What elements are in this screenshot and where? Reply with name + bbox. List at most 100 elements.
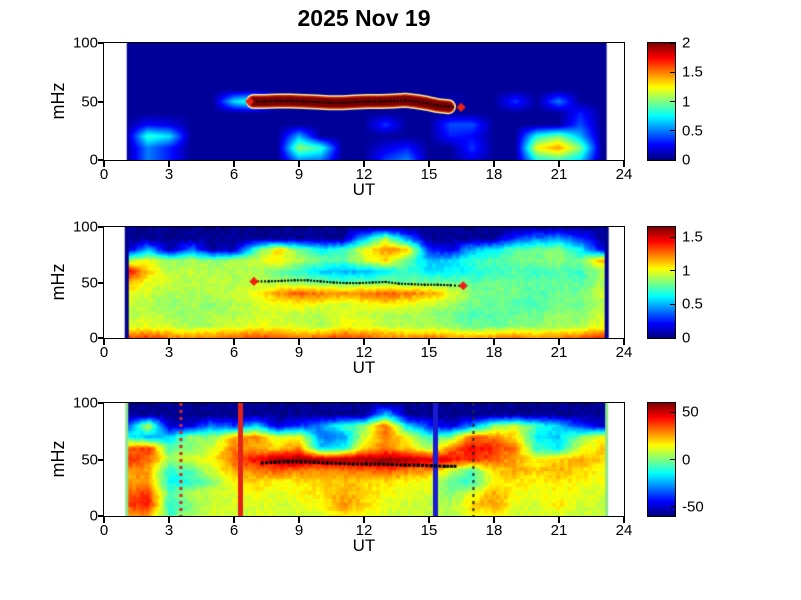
y-tick-label: 0 <box>89 329 98 347</box>
tick-mark <box>493 339 495 345</box>
tick-mark <box>428 339 430 345</box>
colorbar-tick-mark <box>670 101 675 102</box>
x-tick-label: 15 <box>420 344 438 361</box>
x-tick-label: 3 <box>164 166 174 183</box>
y-tick-label: 100 <box>72 394 98 412</box>
x-tick-label: 12 <box>355 344 373 361</box>
x-tick-label: 21 <box>550 166 568 183</box>
colorbar-tick-label: 1.5 <box>682 63 703 81</box>
tick-mark <box>168 517 170 523</box>
tick-mark <box>428 161 430 167</box>
colorbar-tick-label: 2 <box>682 34 691 52</box>
colorbar-tick-label: 1 <box>682 93 691 110</box>
tick-mark <box>493 161 495 167</box>
x-tick-label: 9 <box>294 166 304 183</box>
x-tick-label: 24 <box>615 166 633 183</box>
tick-mark <box>98 100 104 103</box>
x-tick-label: 6 <box>229 522 239 539</box>
colorbar-tick-label: 0.5 <box>682 295 703 313</box>
x-tick-label: 24 <box>615 344 633 361</box>
tick-mark <box>98 458 104 461</box>
x-tick-label: 18 <box>485 344 503 361</box>
x-tick-label: 18 <box>485 522 503 539</box>
x-tick-label: 6 <box>229 166 239 183</box>
x-tick-label: 6 <box>229 344 239 361</box>
x-tick-label: 21 <box>550 522 568 539</box>
y-tick-label: 0 <box>89 507 98 525</box>
colorbar-tick-label: 0 <box>682 451 691 468</box>
colorbar-tick-label: 1 <box>682 262 691 280</box>
tick-mark <box>428 517 430 523</box>
colorbar-tick-mark <box>670 270 675 272</box>
x-tick-label: 15 <box>420 522 438 539</box>
colorbar-gradient-canvas <box>648 227 675 338</box>
colorbar-tick-label: 1.5 <box>682 228 703 246</box>
tick-mark <box>98 226 104 228</box>
tick-mark <box>558 339 560 345</box>
colorbar-tick-mark <box>670 71 675 73</box>
x-tick-label: 3 <box>164 522 174 539</box>
tick-mark <box>98 515 104 517</box>
y-tick-label: 50 <box>81 93 98 110</box>
tick-mark <box>168 161 170 167</box>
tick-mark <box>233 161 235 167</box>
colorbar-tick-label: -50 <box>682 498 704 516</box>
tick-mark <box>98 42 104 44</box>
tick-mark <box>298 517 300 523</box>
x-axis-label: UT <box>352 536 376 555</box>
tick-mark <box>103 339 105 345</box>
tick-mark <box>623 161 625 167</box>
x-tick-label: 3 <box>164 344 174 361</box>
x-tick-label: 0 <box>99 166 109 183</box>
tick-mark <box>168 339 170 345</box>
y-tick-label: 100 <box>72 34 98 52</box>
colorbar-2 <box>647 226 676 339</box>
colorbar-tick-mark <box>670 159 675 161</box>
tick-mark <box>363 339 365 345</box>
colorbar-tick-mark <box>670 236 675 238</box>
colorbar-tick-mark <box>670 130 675 132</box>
panel-heatmap-3 <box>103 402 625 517</box>
colorbar-tick-label: 0 <box>682 329 691 347</box>
x-tick-label: 12 <box>355 522 373 539</box>
tick-mark <box>493 517 495 523</box>
colorbar-tick-mark <box>670 459 675 460</box>
tick-mark <box>103 517 105 523</box>
tick-mark <box>623 339 625 345</box>
y-tick-label: 100 <box>72 218 98 236</box>
x-tick-label: 0 <box>99 344 109 361</box>
tick-mark <box>298 161 300 167</box>
tick-mark <box>623 517 625 523</box>
x-tick-label: 18 <box>485 166 503 183</box>
colorbar-tick-label: 0.5 <box>682 122 703 140</box>
tick-mark <box>558 517 560 523</box>
tick-mark <box>98 159 104 161</box>
x-tick-label: 24 <box>615 522 633 539</box>
x-tick-label: 15 <box>420 166 438 183</box>
x-tick-label: 9 <box>294 522 304 539</box>
x-tick-label: 21 <box>550 344 568 361</box>
y-tick-label: 50 <box>81 451 98 468</box>
tick-mark <box>233 339 235 345</box>
colorbar-tick-mark <box>670 337 675 339</box>
colorbar-tick-mark <box>670 411 675 413</box>
panel-heatmap-2 <box>103 226 625 339</box>
tick-mark <box>103 161 105 167</box>
colorbar-tick-mark <box>670 506 675 508</box>
colorbar-tick-mark <box>670 303 675 305</box>
tick-mark <box>298 339 300 345</box>
heatmap-canvas <box>104 43 624 160</box>
tick-mark <box>558 161 560 167</box>
tick-mark <box>363 161 365 167</box>
colorbar-tick-mark <box>670 42 675 44</box>
tick-mark <box>233 517 235 523</box>
heatmap-canvas <box>104 227 624 338</box>
colorbar-tick-label: 0 <box>682 151 691 169</box>
y-tick-label: 0 <box>89 151 98 169</box>
figure-title: 2025 Nov 19 <box>297 5 431 31</box>
x-tick-label: 12 <box>355 166 373 183</box>
tick-mark <box>363 517 365 523</box>
heatmap-canvas <box>104 403 624 516</box>
colorbar-tick-label: 50 <box>682 403 699 421</box>
